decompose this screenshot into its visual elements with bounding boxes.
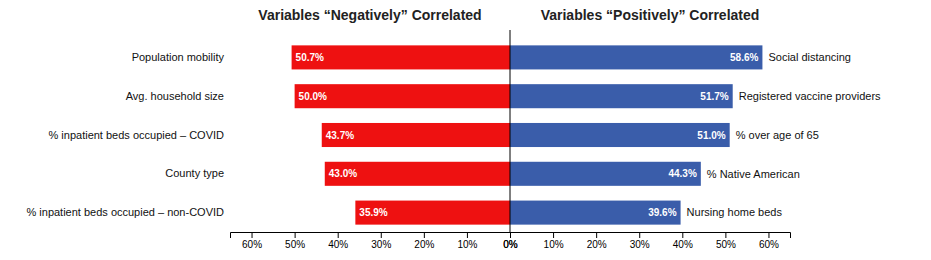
- bar: [355, 201, 510, 225]
- data-label: 51.7%: [700, 91, 728, 102]
- tick-label: 10%: [457, 239, 477, 250]
- tick-label: 30%: [630, 239, 650, 250]
- bar: [325, 162, 510, 186]
- tick: Population mobility: [132, 51, 225, 63]
- tick-label: 60%: [759, 239, 779, 250]
- tick-mark: [467, 232, 468, 238]
- data-labels: 58.6% 51.7% 51.0% 44.3% 39.6%: [648, 52, 758, 218]
- bar: [322, 123, 510, 147]
- tick: 0%: [503, 232, 518, 250]
- axis-line: [511, 233, 791, 239]
- tick: 50%: [285, 232, 305, 250]
- tick-mark: [639, 232, 640, 238]
- data-label: 44.3%: [668, 168, 696, 179]
- tick: % inpatient beds occupied – non-COVID: [26, 206, 224, 218]
- tick-label: 10%: [544, 239, 564, 250]
- data-label: 51.0%: [697, 130, 725, 141]
- bars: [292, 45, 510, 224]
- tick-label: 20%: [414, 239, 434, 250]
- tick: Avg. household size: [126, 90, 224, 102]
- panel: 60% 50% 40% 30% 20% 10% 0% Population mobility A…: [26, 45, 517, 250]
- data-label: 39.6%: [648, 207, 676, 218]
- separator: [510, 30, 511, 232]
- panel: 60% 50% 40% 30% 20% 10% 0% Social distancing Reg…: [503, 45, 881, 250]
- data-label: 50.7%: [296, 52, 324, 63]
- category-label: Social distancing: [768, 51, 851, 63]
- tick: 50%: [716, 232, 736, 250]
- category-label: Population mobility: [132, 51, 225, 63]
- y-axis: Population mobility Avg. household size % …: [26, 51, 224, 218]
- tick: 0%: [503, 232, 518, 250]
- bars: [510, 45, 762, 224]
- data-label: 35.9%: [359, 207, 387, 218]
- tick-label: 60%: [242, 239, 262, 250]
- tick-mark: [553, 232, 554, 238]
- category-label: % inpatient beds occupied – non-COVID: [26, 206, 224, 218]
- data-label: 43.0%: [329, 168, 357, 179]
- data-label: 50.0%: [299, 91, 327, 102]
- tick-label: 20%: [587, 239, 607, 250]
- category-label: % inpatient beds occupied – COVID: [49, 129, 225, 141]
- bar: [510, 201, 681, 225]
- tick-mark: [338, 232, 339, 238]
- tick-mark: [381, 232, 382, 238]
- tick-mark: [725, 232, 726, 238]
- category-label: % Native American: [707, 168, 800, 180]
- data-label: 58.6%: [730, 52, 758, 63]
- tick-label: 50%: [285, 239, 305, 250]
- tick-label: 50%: [716, 239, 736, 250]
- title: Variables “Negatively” Correlated: [258, 7, 481, 23]
- tick: % inpatient beds occupied – COVID: [49, 129, 225, 141]
- tick: 20%: [587, 232, 607, 250]
- data-label: 43.7%: [326, 130, 354, 141]
- category-label: Registered vaccine providers: [739, 90, 881, 102]
- bar: [292, 45, 510, 69]
- tick: 20%: [414, 232, 434, 250]
- axis-line: [231, 233, 511, 239]
- tick-label: 0%: [503, 239, 518, 250]
- bar: [510, 45, 762, 69]
- tick: 30%: [371, 232, 391, 250]
- tick: 60%: [242, 232, 262, 250]
- bar: [510, 84, 733, 108]
- tick-mark: [596, 232, 597, 238]
- title: Variables “Positively” Correlated: [541, 7, 760, 23]
- chart: 60% 50% 40% 30% 20% 10% 0% Population mobility A…: [0, 0, 931, 260]
- tick-mark: [510, 232, 511, 238]
- category-label: Avg. household size: [126, 90, 224, 102]
- tick-mark: [510, 232, 511, 238]
- x-axis: 60% 50% 40% 30% 20% 10% 0%: [503, 232, 790, 250]
- tick-mark: [424, 232, 425, 238]
- tick-mark: [252, 232, 253, 238]
- tick-label: 30%: [371, 239, 391, 250]
- data-labels: 50.7% 50.0% 43.7% 43.0% 35.9%: [296, 52, 388, 218]
- tick: 10%: [544, 232, 564, 250]
- bar: [510, 123, 730, 147]
- tick-label: 0%: [503, 239, 518, 250]
- bar: [295, 84, 510, 108]
- tick: County type: [165, 167, 224, 179]
- category-label: % over age of 65: [736, 129, 819, 141]
- tick-mark: [768, 232, 769, 238]
- tick: 40%: [328, 232, 348, 250]
- tick: 60%: [759, 232, 779, 250]
- tick: 40%: [673, 232, 693, 250]
- tick-label: 40%: [673, 239, 693, 250]
- category-label: Nursing home beds: [687, 206, 783, 218]
- tick-mark: [682, 232, 683, 238]
- tick: 10%: [457, 232, 477, 250]
- category-labels: Social distancing Registered vaccine prov…: [687, 51, 881, 218]
- x-axis: 60% 50% 40% 30% 20% 10% 0%: [231, 232, 518, 250]
- tick: 30%: [630, 232, 650, 250]
- tick-mark: [295, 232, 296, 238]
- tick-label: 40%: [328, 239, 348, 250]
- category-label: County type: [165, 167, 224, 179]
- bar: [510, 162, 701, 186]
